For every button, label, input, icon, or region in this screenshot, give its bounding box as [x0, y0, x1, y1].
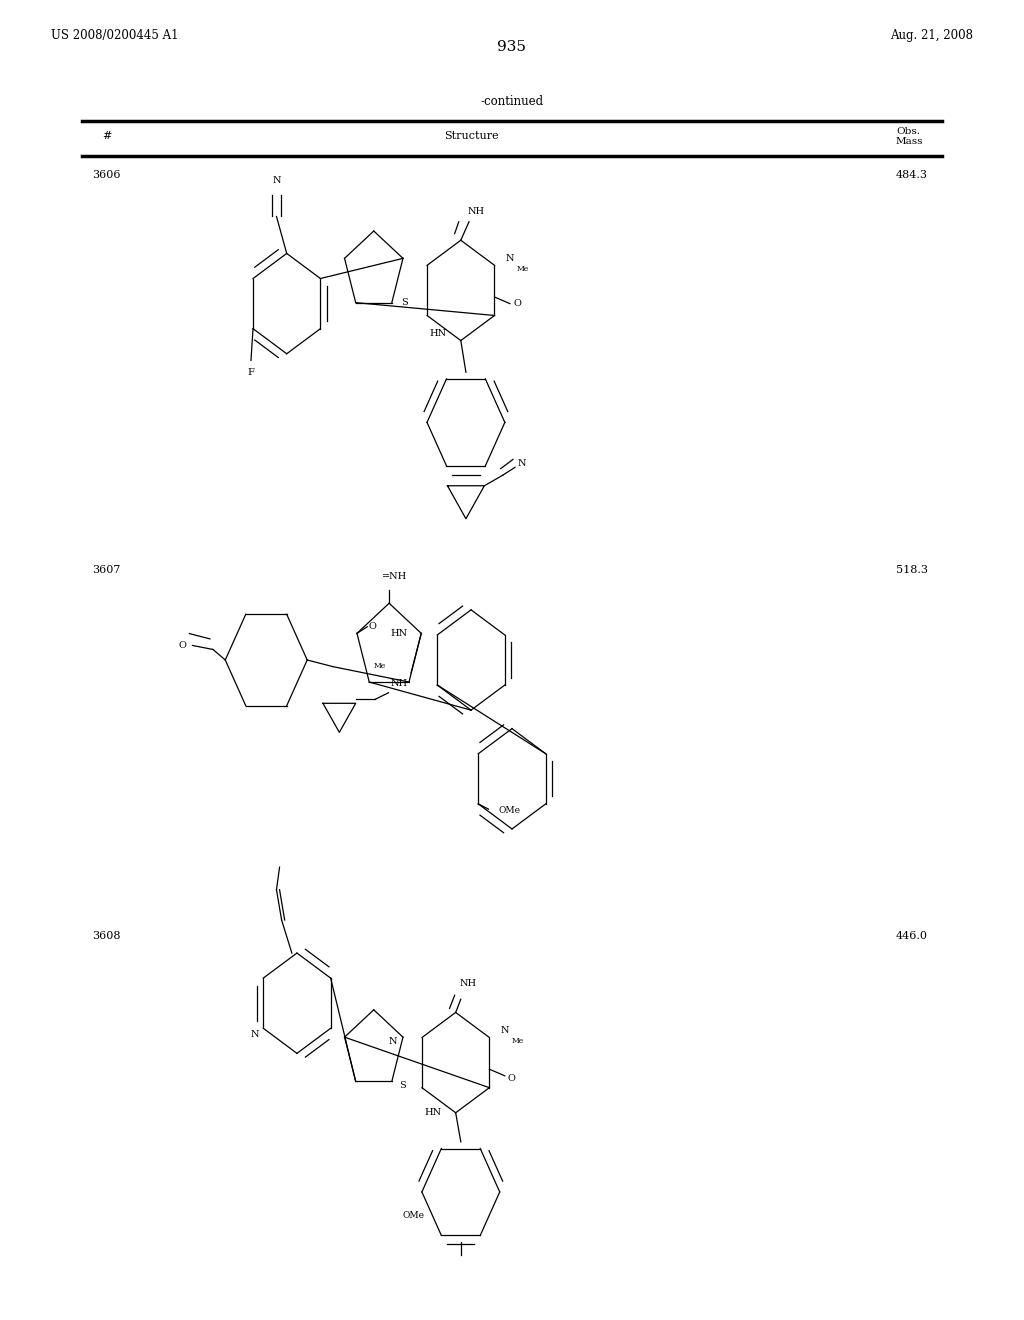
- Text: N: N: [501, 1027, 509, 1035]
- Text: 935: 935: [498, 40, 526, 54]
- Text: =NH: =NH: [382, 573, 407, 581]
- Text: OMe: OMe: [402, 1212, 425, 1220]
- Text: F: F: [248, 368, 254, 376]
- Text: 484.3: 484.3: [896, 170, 928, 181]
- Text: #: #: [102, 131, 112, 141]
- Text: HN: HN: [430, 330, 446, 338]
- Text: Me: Me: [517, 265, 529, 273]
- Text: N: N: [518, 459, 526, 467]
- Text: OMe: OMe: [499, 807, 521, 814]
- Text: S: S: [400, 298, 408, 308]
- Text: 3606: 3606: [92, 170, 121, 181]
- Text: Aug. 21, 2008: Aug. 21, 2008: [890, 29, 973, 42]
- Text: 446.0: 446.0: [896, 931, 928, 941]
- Text: O: O: [369, 622, 376, 631]
- Text: O: O: [178, 642, 186, 649]
- Text: O: O: [513, 300, 521, 308]
- Text: S: S: [398, 1081, 406, 1090]
- Text: Me: Me: [512, 1038, 524, 1045]
- Text: Mass: Mass: [896, 137, 924, 147]
- Text: NH: NH: [460, 979, 476, 987]
- Text: NH: NH: [468, 207, 484, 215]
- Text: 3607: 3607: [92, 565, 121, 576]
- Text: N: N: [272, 177, 281, 185]
- Text: O: O: [508, 1074, 516, 1082]
- Text: -continued: -continued: [480, 95, 544, 108]
- Text: 518.3: 518.3: [896, 565, 928, 576]
- Text: N: N: [506, 255, 514, 263]
- Text: HN: HN: [425, 1109, 441, 1117]
- Text: US 2008/0200445 A1: US 2008/0200445 A1: [51, 29, 179, 42]
- Text: 3608: 3608: [92, 931, 121, 941]
- Text: Obs.: Obs.: [896, 127, 920, 136]
- Text: Me: Me: [374, 663, 386, 671]
- Text: HN: HN: [390, 628, 408, 638]
- Text: Structure: Structure: [443, 131, 499, 141]
- Text: N: N: [388, 1036, 397, 1045]
- Text: N: N: [251, 1031, 259, 1039]
- Text: NH: NH: [390, 678, 408, 688]
